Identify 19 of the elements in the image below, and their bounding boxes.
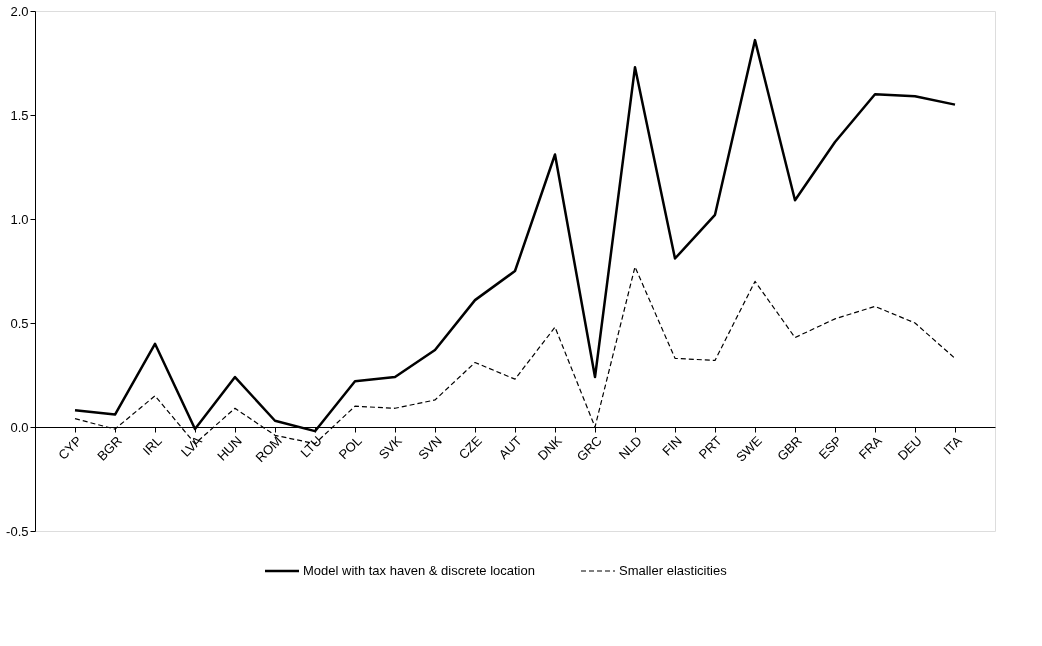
x-tick-label: NLD — [615, 433, 645, 463]
x-tick-label: POL — [335, 433, 365, 463]
x-tick-label: ESP — [815, 433, 845, 463]
y-tick-label: -0.5 — [6, 523, 29, 539]
x-tick-label: LTU — [297, 433, 325, 461]
y-tick-label: 0.0 — [10, 419, 29, 435]
x-tick-label: FIN — [659, 433, 685, 459]
x-tick-label: ITA — [940, 432, 965, 458]
x-tick-label: CZE — [455, 432, 485, 463]
legend-label: Model with tax haven & discrete location — [303, 563, 535, 578]
legend-label: Smaller elasticities — [619, 563, 728, 578]
y-tick-label: 0.5 — [10, 315, 29, 331]
y-tick-label: 1.5 — [10, 107, 29, 123]
x-tick-label: FRA — [855, 432, 885, 463]
x-tick-label: IRL — [139, 433, 165, 458]
y-tick-label: 2.0 — [10, 3, 29, 19]
y-tick-label: 1.0 — [10, 211, 29, 227]
x-tick-label: LVA — [178, 432, 205, 460]
x-tick-label: CYP — [55, 433, 85, 463]
